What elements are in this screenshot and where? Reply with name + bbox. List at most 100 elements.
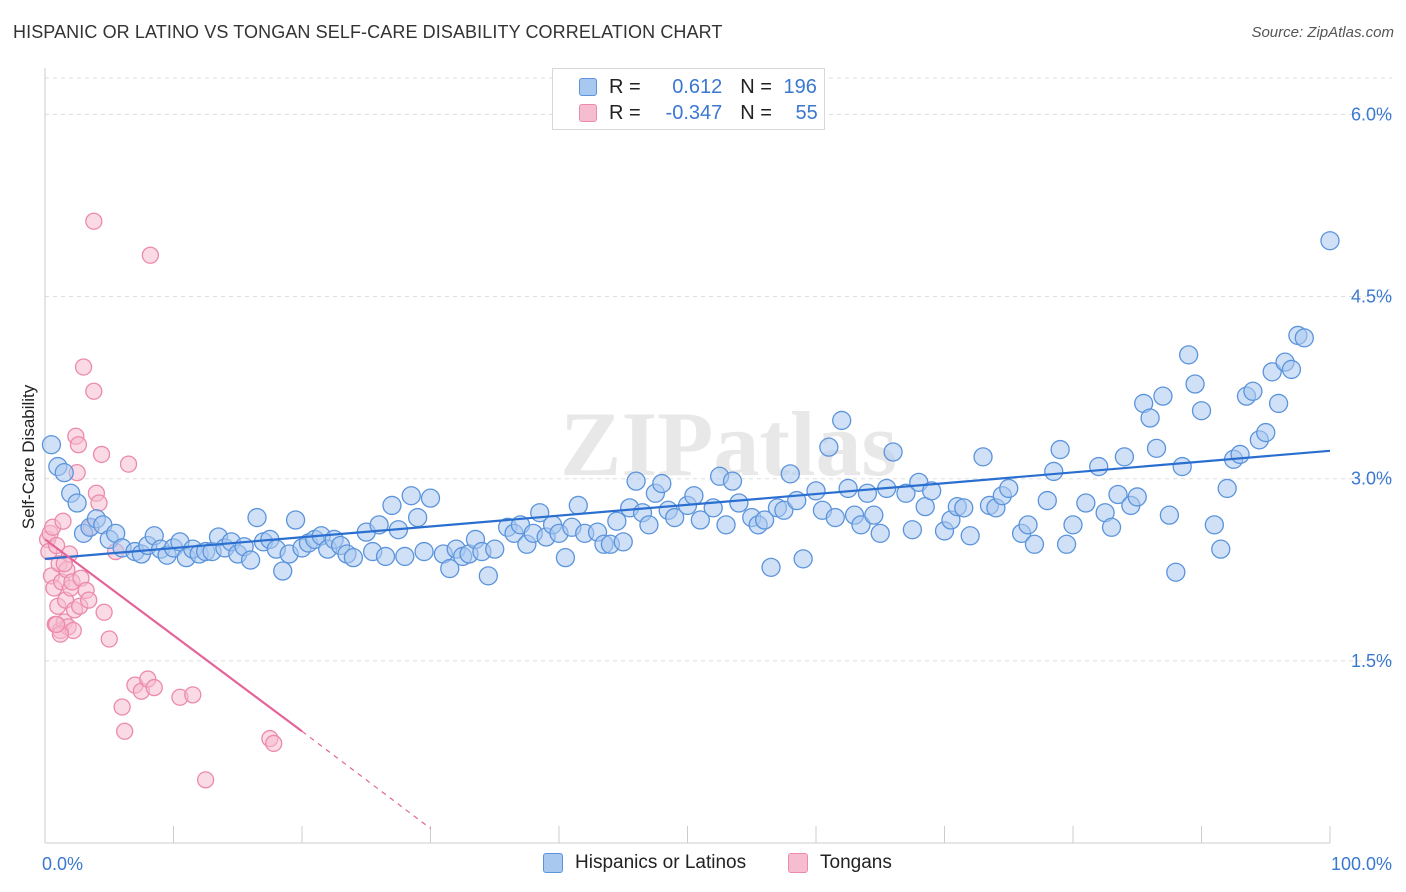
legend-n-value: 55 bbox=[795, 101, 818, 124]
data-point bbox=[665, 507, 685, 528]
data-point bbox=[1101, 517, 1122, 537]
y-tick-label: 4.5% bbox=[1351, 287, 1392, 307]
data-point bbox=[1089, 456, 1109, 477]
data-point bbox=[1140, 408, 1160, 428]
y-tick-label: 6.0% bbox=[1351, 104, 1392, 124]
data-point bbox=[1076, 493, 1096, 513]
data-point bbox=[1172, 456, 1192, 477]
data-point bbox=[116, 722, 134, 740]
data-point bbox=[999, 478, 1019, 499]
data-point bbox=[960, 526, 980, 546]
data-point bbox=[184, 686, 202, 704]
data-point bbox=[722, 471, 743, 491]
data-point bbox=[80, 591, 98, 609]
data-point bbox=[1256, 422, 1276, 443]
bottom-legend-label: Tongans bbox=[820, 852, 892, 873]
trend-lines bbox=[44, 449, 1331, 829]
data-point bbox=[1262, 362, 1282, 382]
data-point bbox=[375, 546, 396, 567]
data-point bbox=[382, 495, 402, 516]
chart-title: HISPANIC OR LATINO VS TONGAN SELF-CARE D… bbox=[13, 22, 723, 42]
y-axis-title: Self-Care Disability bbox=[19, 384, 38, 529]
data-point bbox=[67, 493, 87, 513]
data-point bbox=[41, 435, 62, 455]
data-point bbox=[119, 455, 138, 473]
data-point bbox=[1108, 484, 1128, 505]
bottom-legend-tongans: Tongans bbox=[788, 852, 892, 874]
data-point bbox=[141, 246, 160, 264]
data-point bbox=[1281, 359, 1302, 380]
data-point bbox=[1114, 447, 1135, 467]
data-point bbox=[100, 630, 118, 648]
data-point bbox=[485, 539, 505, 559]
data-point bbox=[90, 494, 108, 512]
data-point bbox=[285, 510, 306, 530]
data-point bbox=[1159, 505, 1180, 525]
data-point bbox=[54, 512, 72, 530]
data-point bbox=[1166, 562, 1186, 582]
data-point bbox=[973, 447, 993, 467]
data-point bbox=[1024, 534, 1045, 554]
data-point bbox=[47, 615, 66, 634]
data-point bbox=[1230, 444, 1250, 465]
data-point bbox=[55, 555, 73, 573]
data-point bbox=[95, 603, 113, 621]
y-tick-label: 1.5% bbox=[1351, 651, 1392, 671]
legend-r-label: R = bbox=[609, 101, 647, 124]
legend-swatch-blue bbox=[579, 78, 597, 96]
data-point bbox=[729, 493, 749, 513]
data-point bbox=[407, 507, 428, 528]
y-tick-label: 3.0% bbox=[1351, 469, 1392, 489]
data-point bbox=[92, 445, 111, 464]
trend-line-tongans-extension bbox=[301, 730, 431, 829]
legend-n-label: N = bbox=[740, 101, 778, 124]
data-point bbox=[54, 462, 74, 483]
legend-n-value: 196 bbox=[783, 75, 817, 98]
data-point bbox=[922, 481, 942, 501]
data-point bbox=[1243, 381, 1263, 401]
legend: R = 0.612 N = 196 R = -0.347 N = 55 bbox=[552, 68, 825, 130]
data-point bbox=[1268, 393, 1289, 414]
data-point bbox=[639, 515, 659, 535]
bottom-swatch-pink bbox=[788, 853, 808, 873]
data-point bbox=[883, 442, 903, 462]
data-point bbox=[716, 515, 736, 535]
data-point bbox=[478, 566, 498, 586]
data-point bbox=[113, 698, 131, 716]
legend-r-label: R = bbox=[609, 75, 647, 98]
data-point bbox=[806, 481, 826, 501]
data-point bbox=[1037, 490, 1057, 511]
data-point bbox=[1127, 487, 1147, 507]
data-point bbox=[343, 547, 364, 568]
legend-row-tongans: R = -0.347 N = 55 bbox=[579, 100, 818, 126]
data-point bbox=[1056, 534, 1077, 554]
data-point bbox=[607, 511, 627, 531]
data-point bbox=[47, 536, 66, 555]
data-point bbox=[896, 483, 916, 503]
data-point bbox=[414, 541, 434, 562]
data-point bbox=[1179, 345, 1199, 365]
data-point bbox=[1185, 374, 1205, 394]
data-point bbox=[1146, 438, 1167, 459]
data-point bbox=[626, 471, 646, 491]
data-point bbox=[1211, 539, 1231, 559]
x-tick-label-min: 0.0% bbox=[42, 854, 83, 874]
legend-swatch-pink bbox=[579, 104, 597, 122]
data-point bbox=[555, 547, 576, 568]
data-point bbox=[1217, 478, 1237, 499]
legend-row-hispanics: R = 0.612 N = 196 bbox=[579, 74, 817, 100]
legend-r-value: 0.612 bbox=[672, 75, 723, 98]
gridlines bbox=[45, 77, 1392, 662]
data-point bbox=[1044, 461, 1064, 482]
bottom-legend-label: Hispanics or Latinos bbox=[575, 852, 747, 873]
legend-r-value: -0.347 bbox=[665, 101, 723, 124]
data-point bbox=[793, 549, 813, 569]
data-point bbox=[851, 515, 871, 535]
tick-labels: 1.5% 3.0% 4.5% 6.0% 0.0% 100.0% bbox=[42, 104, 1392, 874]
data-point bbox=[440, 558, 460, 579]
data-point bbox=[401, 486, 421, 506]
data-point bbox=[1153, 386, 1173, 406]
data-point bbox=[265, 734, 283, 753]
data-point bbox=[395, 546, 415, 567]
